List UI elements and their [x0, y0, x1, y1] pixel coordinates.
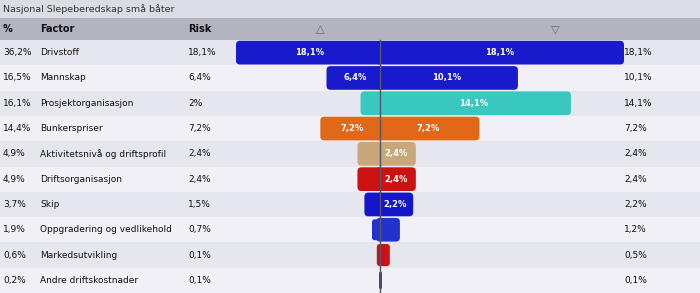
FancyBboxPatch shape	[358, 167, 384, 191]
Text: 0,7%: 0,7%	[188, 225, 211, 234]
Text: Risk: Risk	[188, 24, 211, 34]
Text: Drivstoff: Drivstoff	[40, 48, 79, 57]
FancyBboxPatch shape	[321, 117, 384, 140]
Text: 4,9%: 4,9%	[3, 175, 26, 184]
Text: 4,9%: 4,9%	[3, 149, 26, 158]
Text: Aktivitetsnivå og driftsprofil: Aktivitetsnivå og driftsprofil	[40, 149, 166, 159]
FancyBboxPatch shape	[379, 272, 380, 288]
FancyBboxPatch shape	[365, 193, 384, 216]
FancyBboxPatch shape	[376, 117, 480, 140]
Text: 1,2%: 1,2%	[624, 225, 647, 234]
FancyBboxPatch shape	[358, 142, 384, 166]
Text: 18,1%: 18,1%	[485, 48, 514, 57]
Text: 0,1%: 0,1%	[188, 276, 211, 285]
FancyBboxPatch shape	[379, 272, 382, 289]
Bar	[0, 65, 700, 91]
Text: Bunkerspriser: Bunkerspriser	[40, 124, 103, 133]
Text: 0,5%: 0,5%	[624, 251, 647, 260]
Text: 10,1%: 10,1%	[624, 74, 652, 82]
Bar	[0, 91, 700, 116]
Bar	[0, 18, 700, 40]
FancyBboxPatch shape	[376, 167, 416, 191]
Text: 18,1%: 18,1%	[295, 48, 325, 57]
Text: 2,4%: 2,4%	[188, 149, 211, 158]
Bar	[0, 0, 700, 18]
Text: 2%: 2%	[188, 99, 202, 108]
FancyBboxPatch shape	[326, 66, 384, 90]
Text: 2,4%: 2,4%	[384, 175, 407, 184]
Text: 7,2%: 7,2%	[624, 124, 647, 133]
Text: 7,2%: 7,2%	[340, 124, 364, 133]
FancyBboxPatch shape	[376, 218, 400, 242]
Text: 2,4%: 2,4%	[624, 175, 647, 184]
Text: 36,2%: 36,2%	[3, 48, 31, 57]
Text: Andre driftskostnader: Andre driftskostnader	[40, 276, 138, 285]
Text: 14,4%: 14,4%	[3, 124, 31, 133]
Text: 18,1%: 18,1%	[188, 48, 216, 57]
Text: Skip: Skip	[40, 200, 60, 209]
Text: 16,1%: 16,1%	[3, 99, 31, 108]
Text: 1,5%: 1,5%	[188, 200, 211, 209]
Text: 7,2%: 7,2%	[188, 124, 211, 133]
FancyBboxPatch shape	[372, 219, 383, 240]
FancyBboxPatch shape	[376, 193, 413, 216]
Bar	[0, 40, 700, 65]
Bar	[0, 141, 700, 166]
Text: 14,1%: 14,1%	[624, 99, 652, 108]
Text: 6,4%: 6,4%	[188, 74, 211, 82]
FancyBboxPatch shape	[376, 41, 624, 64]
Text: 6,4%: 6,4%	[344, 74, 367, 82]
Bar	[0, 192, 700, 217]
Text: 18,1%: 18,1%	[624, 48, 652, 57]
FancyBboxPatch shape	[379, 247, 380, 263]
Text: 0,2%: 0,2%	[3, 276, 26, 285]
Text: 10,1%: 10,1%	[433, 74, 461, 82]
Text: Prosjektorganisasjon: Prosjektorganisasjon	[40, 99, 134, 108]
Text: 16,5%: 16,5%	[3, 74, 31, 82]
Text: 0,1%: 0,1%	[624, 276, 647, 285]
FancyBboxPatch shape	[376, 66, 518, 90]
Text: Markedsutvikling: Markedsutvikling	[40, 251, 118, 260]
Bar	[0, 268, 700, 293]
Text: 2,2%: 2,2%	[383, 200, 406, 209]
Text: Mannskap: Mannskap	[40, 74, 85, 82]
Bar	[0, 217, 700, 242]
Text: 2,4%: 2,4%	[188, 175, 211, 184]
FancyBboxPatch shape	[376, 142, 416, 166]
FancyBboxPatch shape	[360, 91, 384, 115]
Text: Oppgradering og vedlikehold: Oppgradering og vedlikehold	[40, 225, 172, 234]
Text: Nasjonal Slepeberedskap små båter: Nasjonal Slepeberedskap små båter	[3, 4, 174, 14]
Text: 14,1%: 14,1%	[459, 99, 488, 108]
Text: Driftsorganisasjon: Driftsorganisasjon	[40, 175, 122, 184]
Bar	[0, 116, 700, 141]
Text: %: %	[3, 24, 13, 34]
Text: 2,4%: 2,4%	[624, 149, 647, 158]
Bar	[0, 242, 700, 268]
FancyBboxPatch shape	[236, 41, 384, 64]
Text: 1,9%: 1,9%	[3, 225, 26, 234]
FancyBboxPatch shape	[377, 244, 390, 266]
Text: 3,7%: 3,7%	[3, 200, 26, 209]
Text: 2,4%: 2,4%	[384, 149, 407, 158]
Bar	[0, 166, 700, 192]
FancyBboxPatch shape	[376, 91, 571, 115]
Text: △: △	[316, 24, 324, 34]
Text: 2,2%: 2,2%	[624, 200, 647, 209]
Text: 7,2%: 7,2%	[416, 124, 440, 133]
Text: ▽: ▽	[551, 24, 559, 34]
Text: 0,6%: 0,6%	[3, 251, 26, 260]
Text: Factor: Factor	[40, 24, 74, 34]
Text: 0,1%: 0,1%	[188, 251, 211, 260]
